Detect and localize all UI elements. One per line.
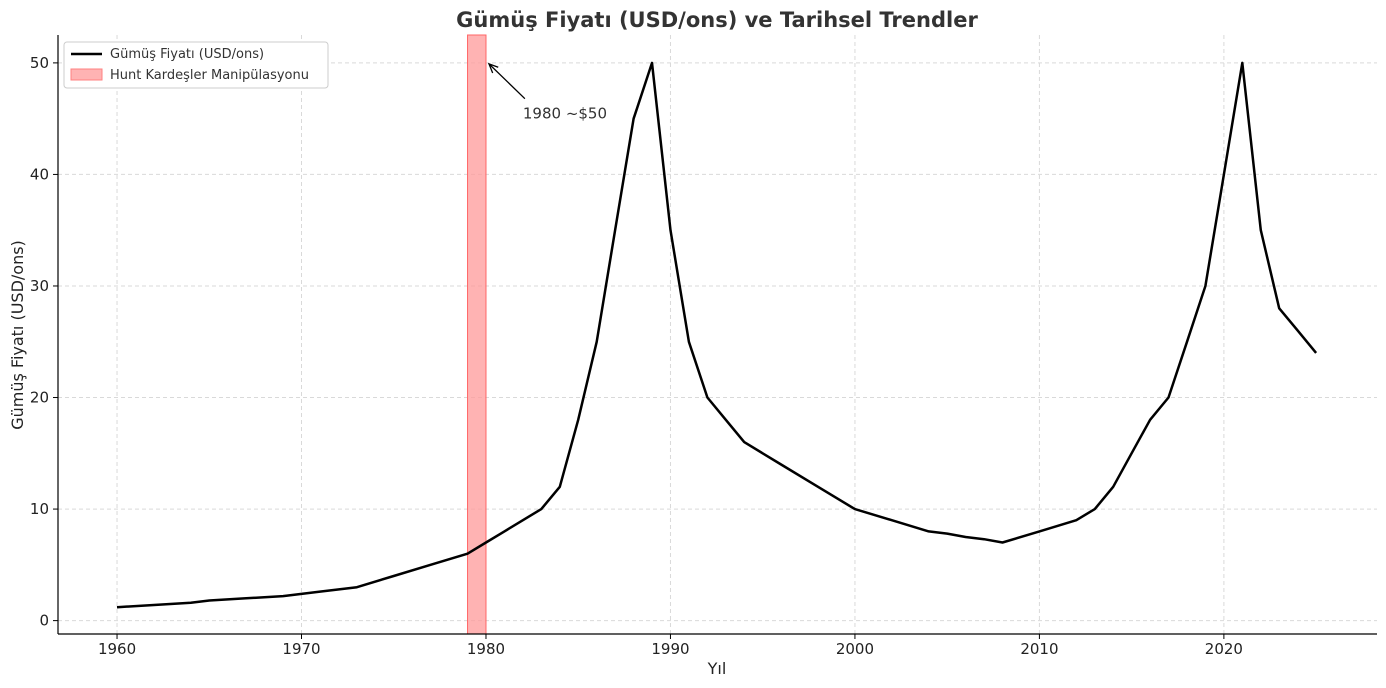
legend-label-span: Hunt Kardeşler Manipülasyonu bbox=[110, 68, 309, 83]
series-layer bbox=[116, 61, 1318, 609]
x-tick-label: 2020 bbox=[1205, 640, 1243, 658]
y-tick-label: 10 bbox=[30, 500, 49, 518]
annotation-text: 1980 ~$50 bbox=[523, 105, 607, 123]
x-axis-label: Yıl bbox=[707, 659, 727, 678]
y-axis-label: Gümüş Fiyatı (USD/ons) bbox=[8, 240, 27, 430]
y-tick-label: 40 bbox=[30, 165, 49, 183]
x-tick-label: 2010 bbox=[1020, 640, 1058, 658]
x-tick-label: 1970 bbox=[282, 640, 320, 658]
x-tick-label: 1990 bbox=[651, 640, 689, 658]
legend-span-swatch bbox=[70, 68, 103, 81]
axes bbox=[57, 35, 1377, 635]
legend-label-series: Gümüş Fiyatı (USD/ons) bbox=[110, 47, 264, 62]
annotation-arrow-head bbox=[487, 62, 499, 74]
legend-box bbox=[63, 41, 329, 89]
y-tick-label: 20 bbox=[30, 389, 49, 407]
x-tick-label: 1960 bbox=[98, 640, 136, 658]
legend: Gümüş Fiyatı (USD/ons) Hunt Kardeşler Ma… bbox=[63, 41, 329, 89]
y-ticks: 0 10 20 30 40 50 bbox=[30, 54, 58, 630]
silver-price-line bbox=[116, 61, 1318, 609]
y-tick-label: 0 bbox=[39, 612, 49, 630]
y-tick-label: 30 bbox=[30, 277, 49, 295]
grid bbox=[58, 35, 1377, 634]
annotation-layer: 1980 ~$50 bbox=[487, 62, 607, 123]
y-tick-label: 50 bbox=[30, 54, 49, 72]
x-tick-label: 1980 bbox=[467, 640, 505, 658]
annotation-arrow-shaft bbox=[488, 63, 526, 100]
x-tick-label: 2000 bbox=[836, 640, 874, 658]
chart-title: Gümüş Fiyatı (USD/ons) ve Tarihsel Trend… bbox=[456, 8, 978, 32]
x-ticks: 1960 1970 1980 1990 2000 2010 2020 bbox=[98, 634, 1243, 658]
